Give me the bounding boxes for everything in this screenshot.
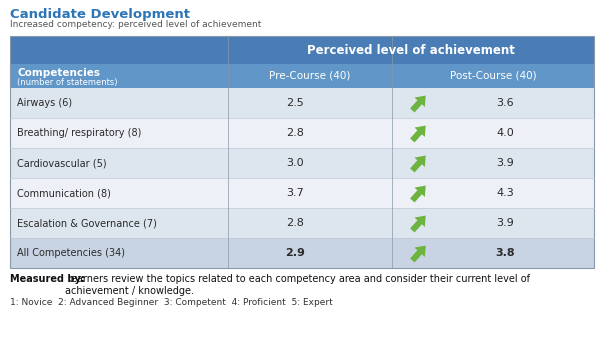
Bar xyxy=(228,64,392,88)
Bar xyxy=(10,64,228,88)
Polygon shape xyxy=(410,186,426,202)
Text: Competencies: Competencies xyxy=(17,68,100,78)
Text: 3.7: 3.7 xyxy=(286,188,304,198)
Text: Perceived level of achievement: Perceived level of achievement xyxy=(307,44,515,56)
Polygon shape xyxy=(410,126,426,142)
Text: Cardiovascular (5): Cardiovascular (5) xyxy=(17,158,107,168)
Text: All Competencies (34): All Competencies (34) xyxy=(17,248,125,258)
Bar xyxy=(10,36,594,268)
Text: Increased competency: perceived level of achievement: Increased competency: perceived level of… xyxy=(10,20,261,29)
Text: learners review the topics related to each competency area and consider their cu: learners review the topics related to ea… xyxy=(65,274,530,296)
Bar xyxy=(392,64,594,88)
Polygon shape xyxy=(410,155,426,172)
Text: Breathing/ respiratory (8): Breathing/ respiratory (8) xyxy=(17,128,141,138)
Text: 2.8: 2.8 xyxy=(286,218,304,228)
Text: Airways (6): Airways (6) xyxy=(17,98,72,108)
Text: 3.0: 3.0 xyxy=(286,158,304,168)
Polygon shape xyxy=(410,96,426,113)
Text: 2.8: 2.8 xyxy=(286,128,304,138)
Text: Candidate Development: Candidate Development xyxy=(10,8,190,21)
Text: Post-Course (40): Post-Course (40) xyxy=(450,71,536,81)
Bar xyxy=(10,178,594,208)
Text: 3.8: 3.8 xyxy=(495,248,515,258)
Bar xyxy=(10,118,594,148)
Text: 4.0: 4.0 xyxy=(496,128,514,138)
Bar xyxy=(228,36,594,64)
Bar xyxy=(10,88,594,118)
Text: 4.3: 4.3 xyxy=(496,188,514,198)
Text: 3.9: 3.9 xyxy=(496,218,514,228)
Polygon shape xyxy=(410,246,426,262)
Text: Measured by:: Measured by: xyxy=(10,274,85,284)
Text: Escalation & Governance (7): Escalation & Governance (7) xyxy=(17,218,157,228)
Text: 3.9: 3.9 xyxy=(496,158,514,168)
Polygon shape xyxy=(410,216,426,233)
Text: Pre-Course (40): Pre-Course (40) xyxy=(269,71,351,81)
Text: 1: Novice  2: Advanced Beginner  3: Competent  4: Proficient  5: Expert: 1: Novice 2: Advanced Beginner 3: Compet… xyxy=(10,298,333,307)
Text: Communication (8): Communication (8) xyxy=(17,188,111,198)
Text: (number of statements): (number of statements) xyxy=(17,78,117,87)
Text: 2.5: 2.5 xyxy=(286,98,304,108)
Text: 3.6: 3.6 xyxy=(496,98,514,108)
Text: 2.9: 2.9 xyxy=(285,248,305,258)
Bar xyxy=(10,208,594,238)
Bar xyxy=(10,238,594,268)
Bar xyxy=(10,36,228,64)
Bar xyxy=(10,148,594,178)
